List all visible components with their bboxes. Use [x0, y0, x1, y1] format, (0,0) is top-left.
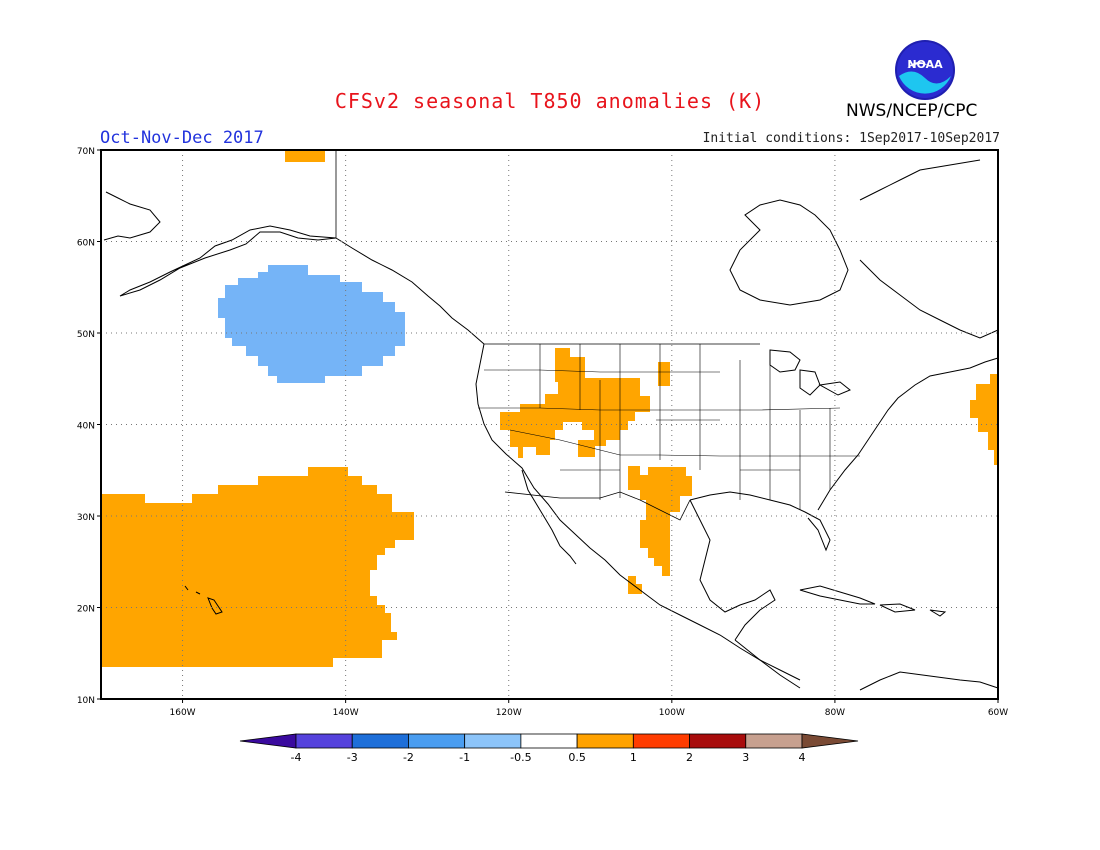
colorbar-label: -1 [459, 751, 470, 764]
state-borders [478, 344, 860, 510]
chart-title: CFSv2 seasonal T850 anomalies (K) [334, 89, 766, 113]
colorbar-label: -0.5 [510, 751, 531, 764]
longitude-labels: 160W 140W 120W 100W 80W 60W [170, 699, 1008, 718]
warm-anomaly-mexico-spot [628, 576, 642, 594]
lat-tick-label: 20N [77, 605, 95, 615]
colorbar-box [632, 733, 690, 749]
colorbar-label: 4 [799, 751, 806, 764]
colorbar-label: 0.5 [568, 751, 586, 764]
lon-tick-label: 120W [496, 708, 522, 718]
colorbar-label: 1 [630, 751, 637, 764]
lat-tick-label: 30N [77, 513, 95, 523]
warm-anomaly-utah [578, 440, 595, 457]
colorbar-box [295, 733, 353, 749]
agency-label: NWS/NCEP/CPC [846, 101, 978, 121]
colorbar-label: -3 [347, 751, 358, 764]
warm-anomaly-wyoming-spot [658, 362, 670, 386]
colorbar-box [520, 733, 578, 749]
lat-tick-label: 60N [77, 239, 95, 249]
noaa-logo: NOAA [895, 40, 955, 100]
latitude-labels: 10N 20N 30N 40N 50N 60N 70N [77, 147, 101, 706]
lon-tick-label: 80W [825, 708, 845, 718]
svg-text:NOAA: NOAA [907, 58, 943, 71]
colorbar: -4 -3 -2 -1 -0.5 0.5 1 2 3 4 [239, 733, 859, 764]
warm-anomaly-north [285, 151, 325, 162]
colorbar-label: 3 [742, 751, 749, 764]
colorbar-label: -2 [403, 751, 414, 764]
colorbar-arrow-low [239, 733, 297, 749]
warm-anomaly-central-pacific [102, 467, 414, 667]
colorbar-box [745, 733, 803, 749]
warm-anomaly-nw-atlantic [970, 374, 998, 465]
lon-tick-label: 160W [170, 708, 196, 718]
colorbar-box [689, 733, 747, 749]
lon-tick-label: 140W [333, 708, 359, 718]
lat-tick-label: 40N [77, 422, 95, 432]
colorbar-box [576, 733, 634, 749]
colorbar-label: -4 [291, 751, 302, 764]
colorbar-box [351, 733, 409, 749]
lon-tick-label: 100W [659, 708, 685, 718]
initial-conditions-label: Initial conditions: 1Sep2017-10Sep2017 [702, 131, 1000, 146]
warm-anomaly-great-basin [500, 348, 650, 458]
anomaly-shading [102, 151, 998, 667]
season-label: Oct-Nov-Dec 2017 [100, 128, 264, 148]
colorbar-label: 2 [686, 751, 693, 764]
warm-anomaly-texas [628, 466, 692, 576]
lat-tick-label: 70N [77, 147, 95, 157]
colorbar-arrow-high [801, 733, 859, 749]
colorbar-box [408, 733, 466, 749]
cool-anomaly-gulf-of-alaska [218, 265, 405, 383]
coastlines [103, 150, 999, 691]
lat-tick-label: 10N [77, 696, 95, 706]
lon-tick-label: 60W [988, 708, 1008, 718]
colorbar-box [464, 733, 522, 749]
lat-tick-label: 50N [77, 330, 95, 340]
